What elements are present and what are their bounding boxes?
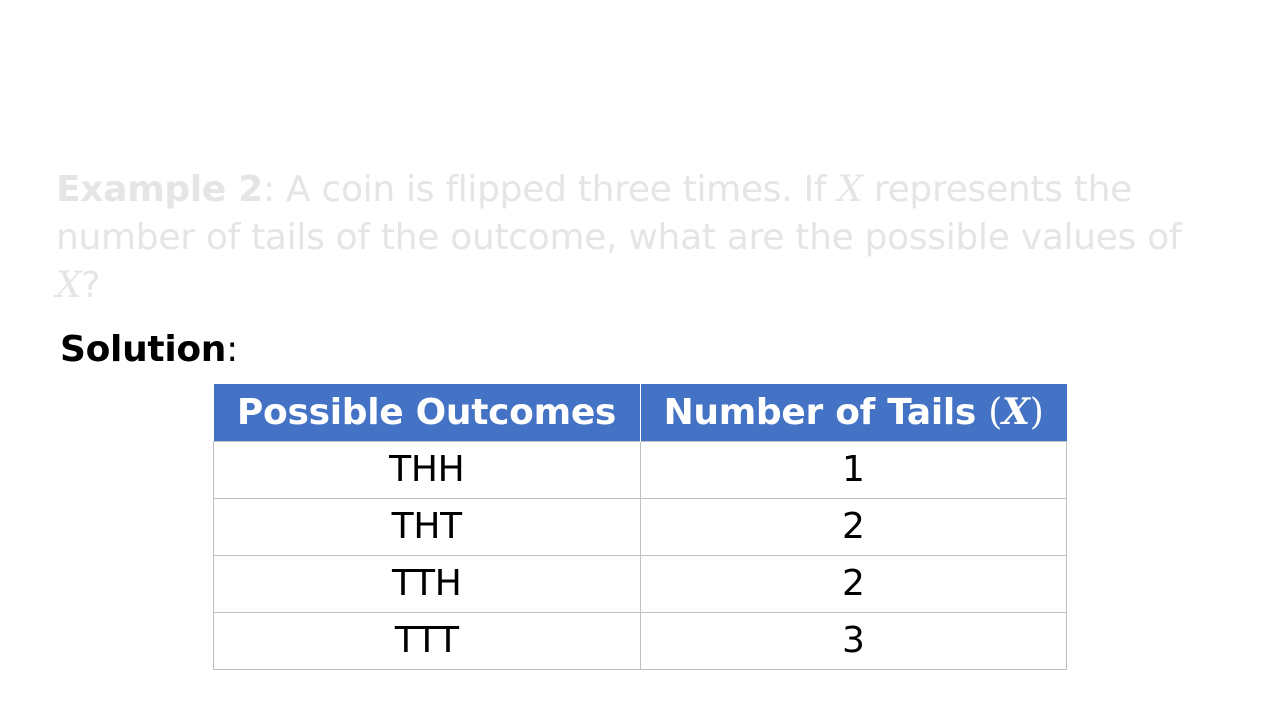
problem-label: Example 2	[56, 169, 264, 210]
outcomes-table: Possible Outcomes Number of Tails (X) TH…	[213, 384, 1067, 670]
problem-statement: Example 2: A coin is flipped three times…	[56, 166, 1216, 310]
table-row: TTT 3	[213, 611, 1067, 670]
solution-colon: :	[226, 329, 238, 370]
header-open-paren: (	[988, 392, 1003, 434]
outcome-cell: THH	[213, 440, 641, 499]
header-number-of-tails: Number of Tails (X)	[640, 384, 1067, 441]
table-header-row: Possible Outcomes Number of Tails (X)	[213, 384, 1067, 441]
table-row: TTH 2	[213, 554, 1067, 613]
problem-text-3: ?	[81, 265, 101, 306]
tails-cell: 2	[639, 497, 1067, 556]
header-close-paren: )	[1029, 392, 1044, 434]
problem-text-2: represents the number of tails of the ou…	[56, 169, 1182, 258]
outcome-cell: TTT	[213, 611, 641, 670]
table-row: THH 1	[213, 440, 1067, 499]
table-row: THT 2	[213, 497, 1067, 556]
problem-text-1: : A coin is flipped three times. If	[263, 169, 838, 210]
solution-heading: Solution:	[60, 326, 238, 374]
problem-variable-2: X	[56, 265, 82, 306]
tails-cell: 2	[639, 554, 1067, 613]
tails-cell: 1	[639, 440, 1067, 499]
header-tails-text: Number of Tails	[663, 392, 989, 434]
tails-cell: 3	[639, 611, 1067, 670]
outcome-cell: TTH	[213, 554, 641, 613]
solution-label: Solution	[60, 329, 227, 370]
header-possible-outcomes: Possible Outcomes	[213, 384, 641, 441]
outcome-cell: THT	[213, 497, 641, 556]
header-variable: X	[1002, 391, 1030, 434]
problem-variable: X	[837, 169, 863, 210]
